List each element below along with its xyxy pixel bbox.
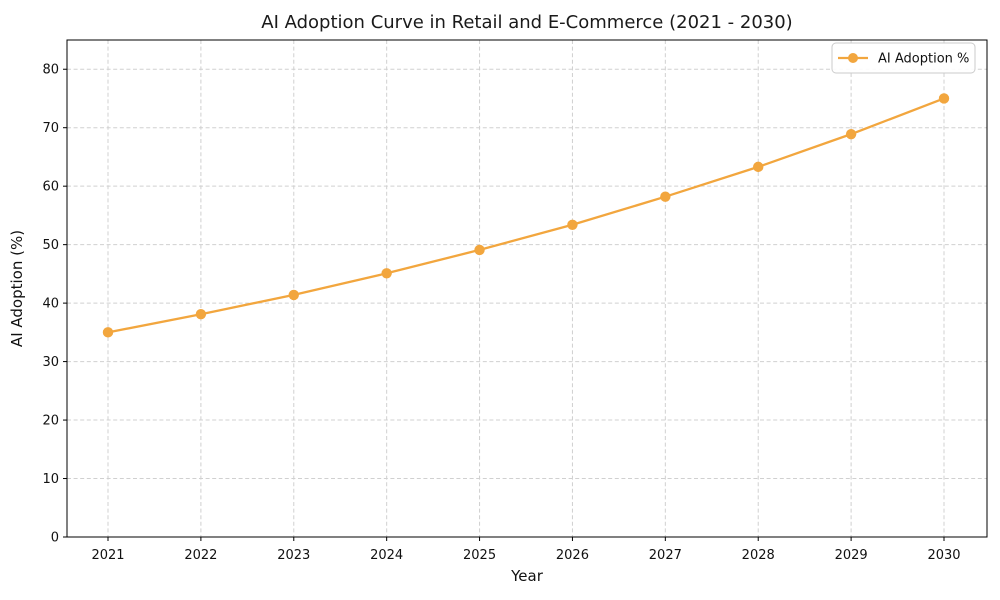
x-tick-label: 2025 bbox=[463, 548, 496, 563]
x-tick-label: 2027 bbox=[649, 548, 682, 563]
data-point-marker bbox=[381, 268, 392, 279]
x-tick-label: 2024 bbox=[370, 548, 403, 563]
ticks-layer: 2021 2022 2023 2024 2025 2026 2027 2028 2029 2030… bbox=[42, 63, 960, 563]
y-tick-label: 60 bbox=[42, 180, 59, 195]
y-tick-label: 30 bbox=[42, 355, 59, 370]
series-layer bbox=[102, 93, 950, 338]
y-tick-label: 40 bbox=[42, 297, 59, 312]
x-tick-label: 2029 bbox=[835, 548, 868, 563]
data-point-marker bbox=[474, 244, 485, 256]
data-point-marker bbox=[567, 219, 578, 230]
y-tick-label: 0 bbox=[51, 531, 59, 546]
y-tick-label: 10 bbox=[42, 472, 59, 487]
x-tick-label: 2030 bbox=[927, 548, 960, 563]
data-point-marker bbox=[195, 309, 207, 320]
data-point-marker bbox=[938, 93, 950, 104]
y-tick-label: 50 bbox=[42, 238, 59, 253]
data-point-marker bbox=[102, 327, 114, 338]
x-tick-label: 2026 bbox=[556, 548, 589, 563]
y-tick-label: 80 bbox=[42, 63, 59, 78]
x-tick-label: 2028 bbox=[742, 548, 775, 563]
y-tick-label: 70 bbox=[42, 121, 59, 136]
grid-layer bbox=[67, 40, 987, 537]
data-point-marker bbox=[753, 161, 764, 173]
plot-area-border bbox=[66, 39, 988, 538]
chart-title: AI Adoption Curve in Retail and E-Commer… bbox=[261, 12, 792, 33]
data-point-marker bbox=[288, 289, 299, 301]
x-axis-label: Year bbox=[510, 567, 544, 585]
y-axis-label: AI Adoption (%) bbox=[8, 230, 26, 347]
data-point-marker bbox=[660, 191, 671, 202]
x-tick-label: 2022 bbox=[184, 548, 217, 563]
legend: AI Adoption % bbox=[831, 42, 976, 74]
legend-box bbox=[831, 42, 976, 74]
x-tick-label: 2021 bbox=[91, 548, 124, 563]
data-point-marker bbox=[845, 128, 857, 140]
legend-marker-swatch bbox=[848, 53, 858, 63]
series-line bbox=[106, 97, 946, 334]
x-tick-label: 2023 bbox=[277, 548, 310, 563]
y-tick-label: 20 bbox=[42, 414, 59, 429]
legend-label: AI Adoption % bbox=[878, 52, 969, 67]
